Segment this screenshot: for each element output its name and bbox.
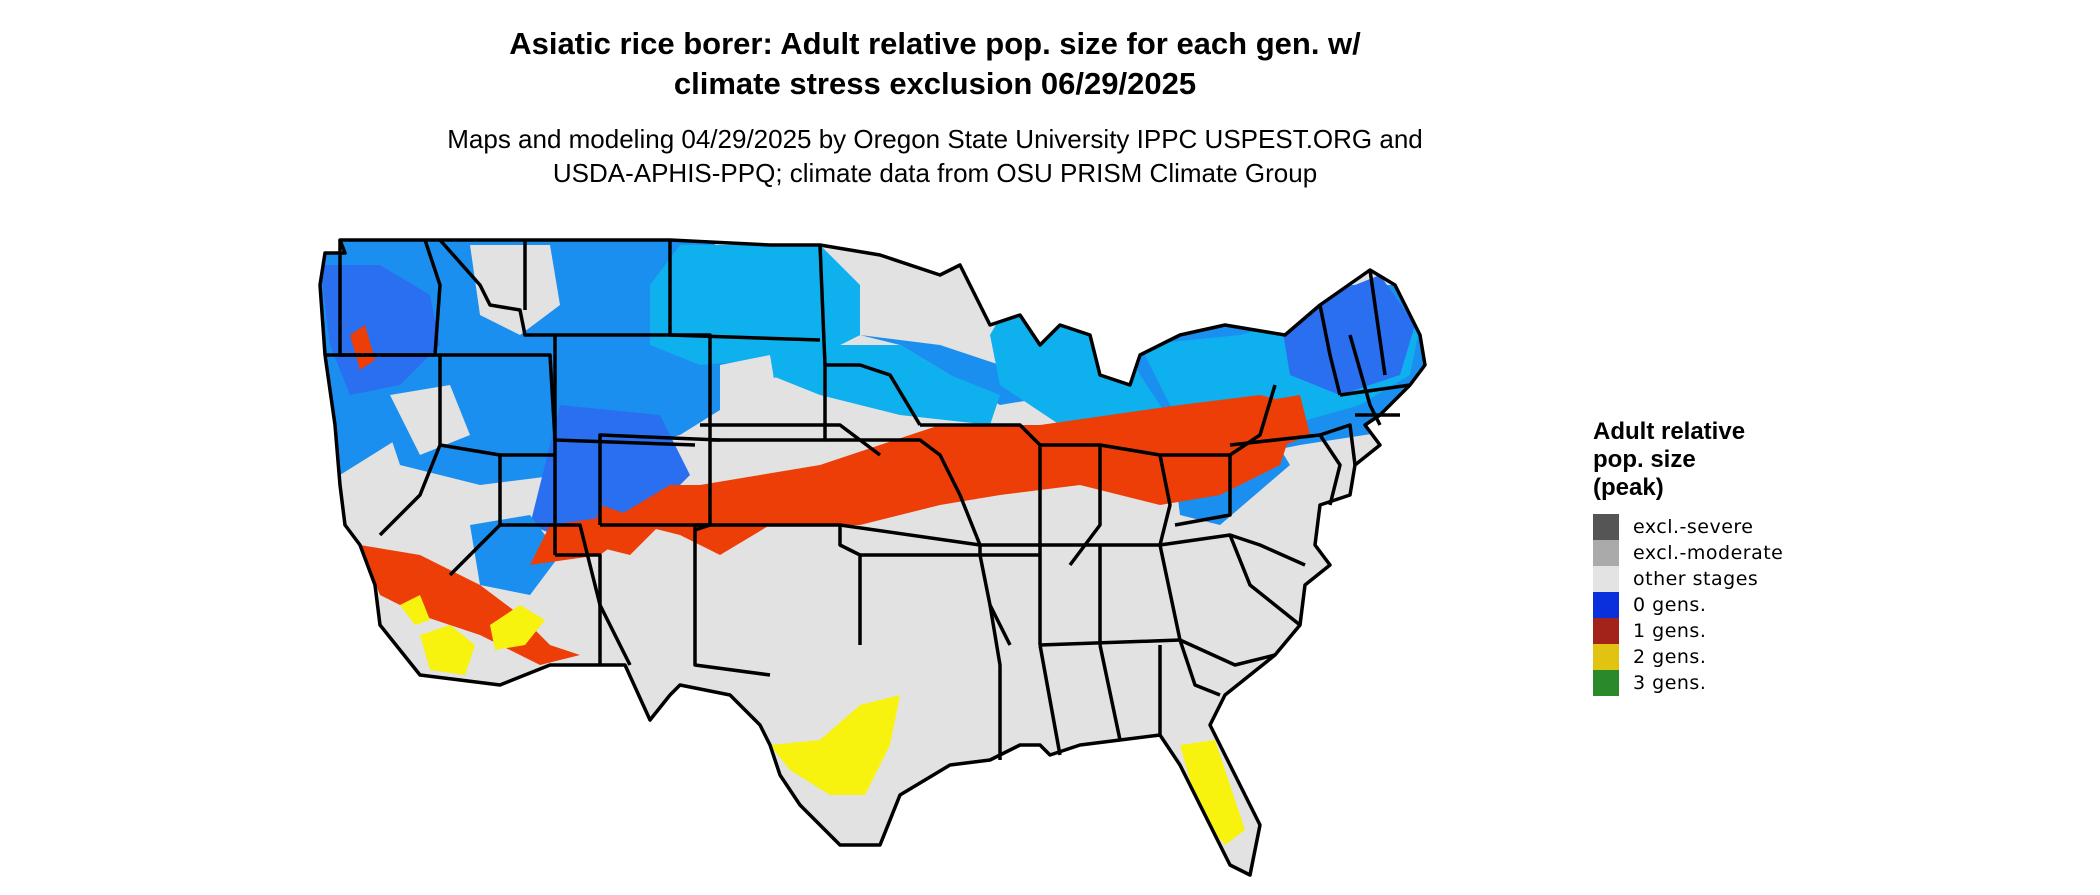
legend-item: excl.-moderate [1593,540,1853,566]
map-title: Asiatic rice borer: Adult relative pop. … [300,24,1570,104]
legend-label: 1 gens. [1633,620,1707,642]
legend-title-line-2: pop. size [1593,446,1696,473]
legend-items: excl.-severe excl.-moderate other stages 0 … [1593,514,1853,696]
legend-item: excl.-severe [1593,514,1853,540]
map-legend: Adult relative pop. size (peak) excl.-se… [1593,418,1853,696]
state-borders [318,238,1427,877]
legend-item: other stages [1593,566,1853,592]
map-subtitle-line-2: USDA-APHIS-PPQ; climate data from OSU PR… [552,158,1318,188]
legend-label: other stages [1633,568,1759,590]
legend-label: 3 gens. [1633,672,1707,694]
map-header: Asiatic rice borer: Adult relative pop. … [300,24,1570,190]
legend-label: 0 gens. [1633,594,1707,616]
legend-swatch [1593,670,1619,696]
legend-item: 0 gens. [1593,592,1853,618]
legend-swatch [1593,514,1619,540]
legend-item: 1 gens. [1593,618,1853,644]
map-subtitle: Maps and modeling 04/29/2025 by Oregon S… [300,122,1570,190]
legend-swatch [1593,592,1619,618]
legend-title: Adult relative pop. size (peak) [1593,418,1853,502]
legend-label: 2 gens. [1633,646,1707,668]
legend-item: 3 gens. [1593,670,1853,696]
map-title-line-1: Asiatic rice borer: Adult relative pop. … [509,26,1361,61]
legend-swatch [1593,644,1619,670]
legend-swatch [1593,540,1619,566]
map-title-line-2: climate stress exclusion 06/29/2025 [673,66,1197,101]
us-map [318,238,1427,877]
legend-title-line-3: (peak) [1593,474,1664,501]
legend-swatch [1593,566,1619,592]
legend-item: 2 gens. [1593,644,1853,670]
legend-label: excl.-moderate [1633,542,1784,564]
legend-title-line-1: Adult relative [1593,418,1746,445]
two-generation-zone [400,595,1245,845]
map-fill [320,240,1425,875]
legend-swatch [1593,618,1619,644]
legend-label: excl.-severe [1633,516,1754,538]
map-subtitle-line-1: Maps and modeling 04/29/2025 by Oregon S… [447,124,1423,154]
